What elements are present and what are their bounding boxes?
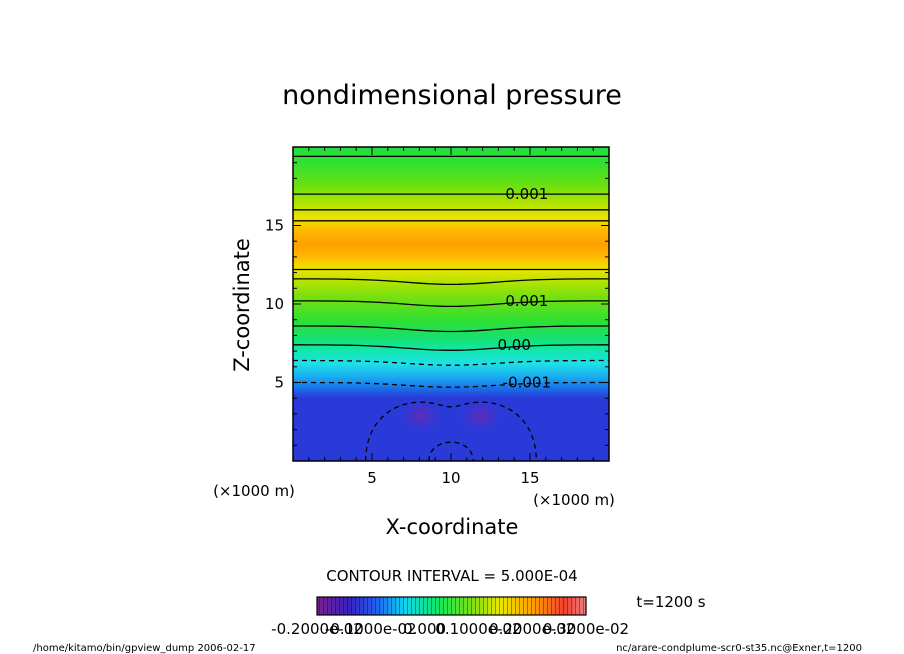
time-label: t=1200 s	[636, 593, 705, 611]
x-tick-label: 5	[367, 469, 377, 487]
colorbar-stripes	[317, 597, 586, 615]
colorbar-tick-label: 0.000	[403, 620, 446, 638]
cell-right	[457, 398, 505, 434]
frame-ticks	[293, 147, 609, 461]
colorbar	[316, 596, 587, 616]
x-tick-label: 10	[441, 469, 460, 487]
y-tick-label: 15	[265, 217, 284, 235]
x-tick-labels: 5 10 15	[367, 469, 539, 487]
cell-left	[397, 398, 445, 434]
x-tick-label: 15	[520, 469, 539, 487]
y-unit-label: (×1000 m)	[213, 482, 295, 500]
y-tick-labels: 5 10 15	[265, 217, 284, 392]
contour-lines	[293, 155, 609, 461]
contour-positive	[293, 300, 609, 308]
y-tick-label: 10	[265, 295, 284, 313]
colorbar-tick-label: -0.1000e-02	[325, 620, 417, 638]
contour-positive	[293, 325, 609, 333]
footer-left: /home/kitamo/bin/gpview_dump 2006-02-17	[33, 643, 256, 654]
field-background	[293, 147, 609, 461]
y-axis-title: Z-coordinate	[230, 238, 254, 372]
contour-negative	[293, 381, 609, 388]
contour-positive	[293, 344, 609, 351]
colorbar-tick-label: 0.3000e-02	[543, 620, 629, 638]
contour-label: 0.00	[497, 336, 530, 354]
colorbar-frame	[316, 596, 587, 616]
y-tick-label: 5	[274, 374, 284, 392]
colorbar-labels: -0.2000e-02-0.1000e-020.0000.1000e-020.2…	[271, 620, 629, 638]
colorbar-tick-label: 0.1000e-02	[435, 620, 521, 638]
x-axis-title: X-coordinate	[386, 515, 519, 539]
convective-cells	[397, 398, 505, 434]
colorbar-tick-label: 0.2000e-02	[489, 620, 575, 638]
contour-labels: 0.001 0.001 0.00 -0.001	[497, 185, 551, 391]
contour-label: 0.001	[505, 292, 548, 310]
plot-area: 0.001 0.001 0.00 -0.001	[292, 146, 610, 462]
contour-interval-label: CONTOUR INTERVAL = 5.000E-04	[326, 567, 577, 585]
colorbar-tick-label: -0.2000e-02	[271, 620, 363, 638]
contour-label: -0.001	[503, 374, 551, 392]
chart-title: nondimensional pressure	[282, 80, 622, 111]
footer-right: nc/arare-condplume-scr0-st35.nc@Exner,t=…	[616, 643, 862, 654]
contour-label: 0.001	[505, 185, 548, 203]
x-unit-label: (×1000 m)	[533, 491, 615, 509]
contour-cell-outer	[365, 401, 537, 461]
contour-negative	[293, 359, 609, 366]
contour-positive	[293, 278, 609, 286]
contour-cell-inner	[428, 441, 474, 461]
